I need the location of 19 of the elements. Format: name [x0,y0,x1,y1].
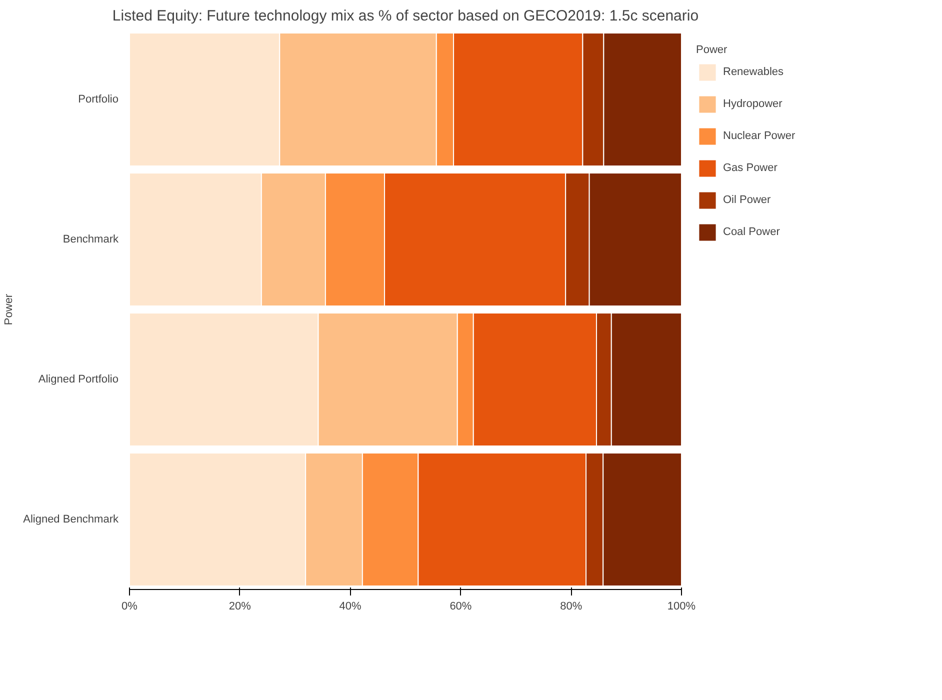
y-tick-label: Aligned Benchmark [23,514,119,526]
y-axis-title: Power [3,294,16,326]
y-tick-label: Portfolio [78,94,119,106]
x-tick-label: 60% [450,600,472,612]
legend-label: Oil Power [723,194,771,206]
x-tick-label: 100% [667,600,696,612]
legend-label: Nuclear Power [723,130,796,142]
x-tick-label: 20% [228,600,252,612]
legend-label: Gas Power [723,162,778,174]
legend-label: Coal Power [723,226,780,238]
x-tick-label: 40% [339,600,362,612]
legend-title: Power [696,44,728,56]
x-tick-label: 80% [560,600,582,612]
chart-title: Listed Equity: Future technology mix as % of sector based on GECO2019: 1.5c scenario [112,8,699,24]
y-tick-label: Aligned Portfolio [38,374,119,386]
legend-label: Renewables [723,66,784,78]
x-tick-label: 0% [122,600,138,612]
legend-label: Hydropower [723,98,782,110]
y-tick-label: Benchmark [62,234,119,246]
